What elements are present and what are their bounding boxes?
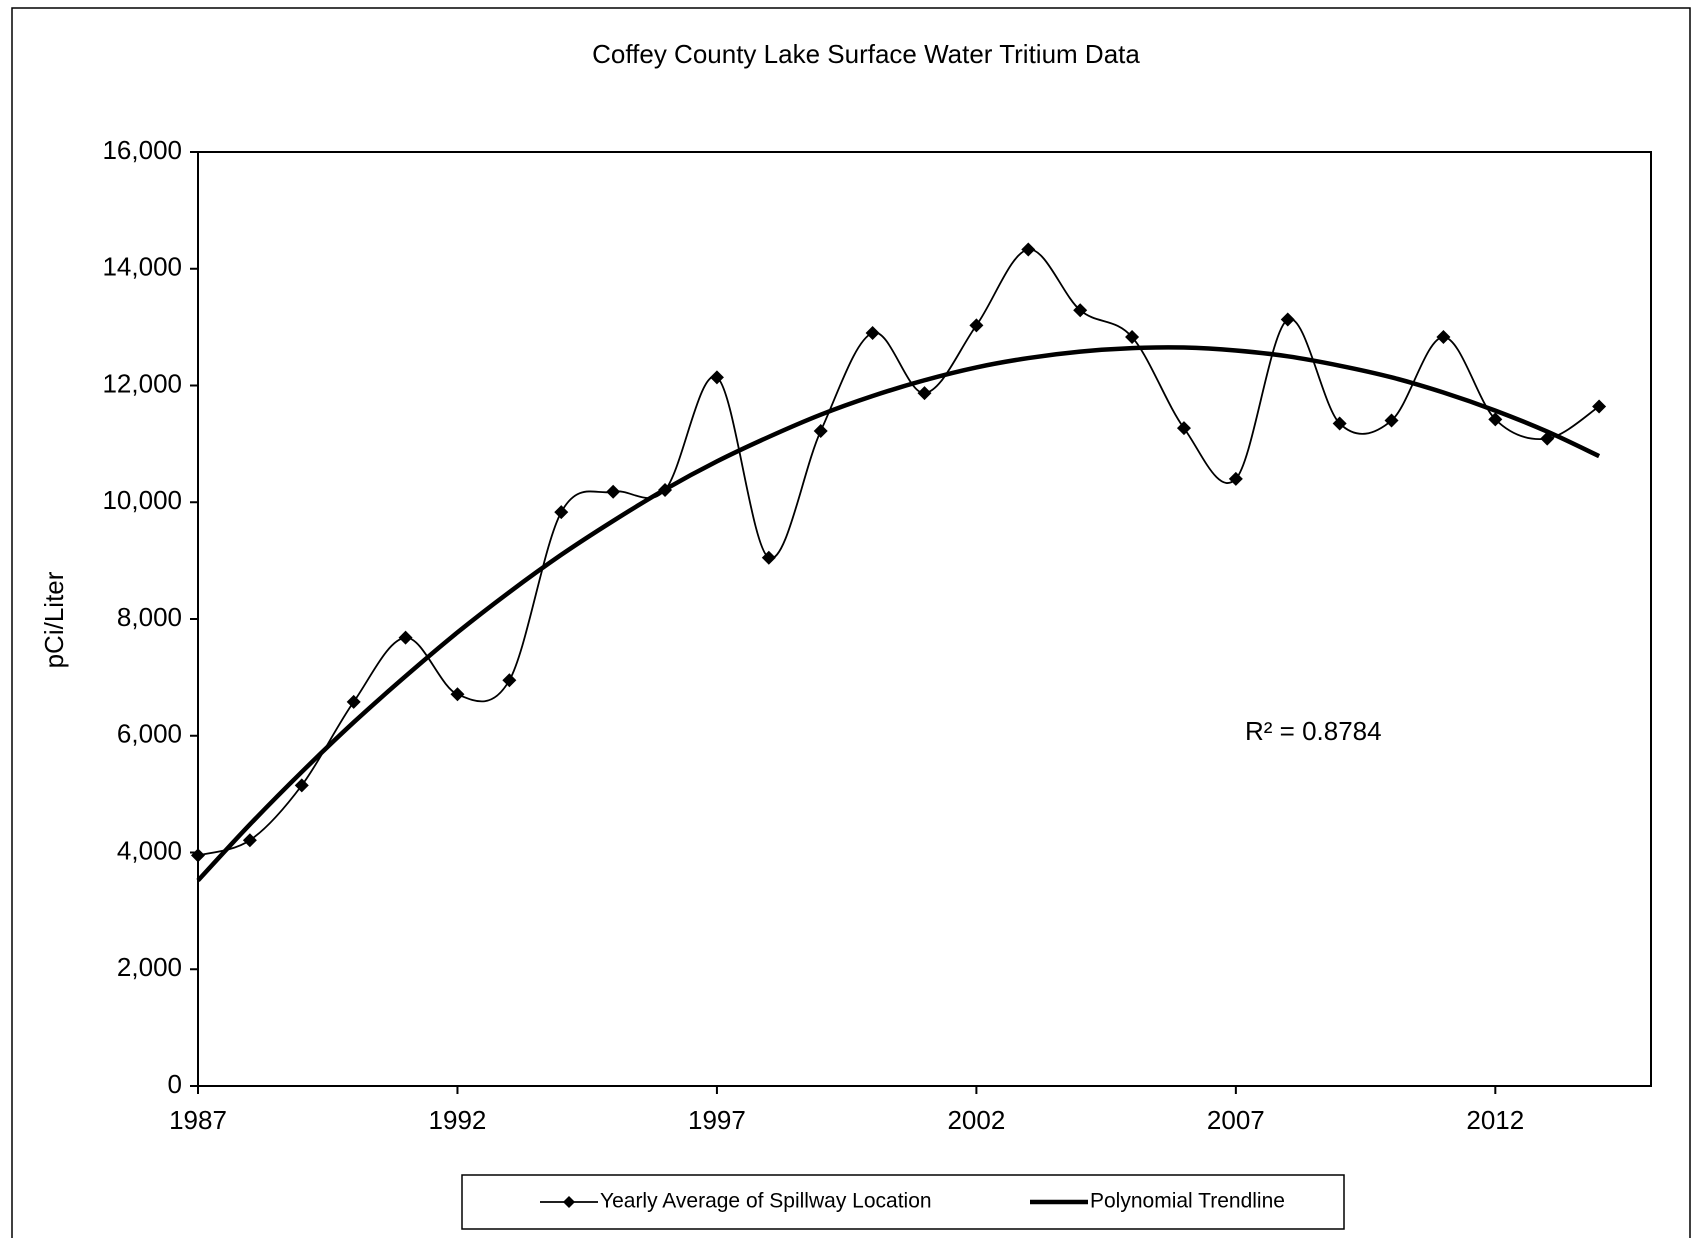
y-tick-label: 4,000: [117, 835, 182, 865]
x-tick-label: 1992: [429, 1105, 487, 1135]
point-marker: [1228, 471, 1243, 486]
chart-border: [11, 7, 1691, 1243]
point-marker: [813, 424, 828, 439]
y-axis-label: pCi/Liter: [39, 571, 69, 668]
point-marker: [1073, 303, 1088, 318]
point-marker: [346, 694, 361, 709]
point-marker: [502, 673, 517, 688]
point-marker: [294, 778, 309, 793]
point-marker: [969, 318, 984, 333]
legend: [461, 1174, 1345, 1230]
y-tick-label: 8,000: [117, 602, 182, 632]
point-marker: [191, 848, 205, 863]
x-tick-label: 2012: [1466, 1105, 1524, 1135]
point-marker: [1384, 413, 1399, 428]
legend-label: Polynomial Trendline: [1090, 1190, 1285, 1213]
point-marker: [606, 484, 621, 499]
point-marker: [450, 687, 465, 702]
chart-title: Coffey County Lake Surface Water Tritium…: [592, 39, 1140, 69]
y-tick-label: 0: [168, 1069, 182, 1099]
legend-label: Yearly Average of Spillway Location: [600, 1190, 932, 1213]
y-tick-label: 6,000: [117, 719, 182, 749]
annotation: R² = 0.8784: [1245, 716, 1382, 746]
x-tick-label: 2002: [947, 1105, 1005, 1135]
point-marker: [1436, 330, 1451, 345]
point-marker: [865, 325, 880, 340]
trendline: [196, 345, 1601, 883]
point-marker: [761, 550, 776, 565]
point-marker: [1176, 421, 1191, 436]
point-marker: [1332, 416, 1347, 431]
point-marker: [709, 370, 724, 385]
legend-marker: [563, 1196, 575, 1208]
x-tick-label: 2007: [1207, 1105, 1265, 1135]
x-tick-label: 1987: [169, 1105, 227, 1135]
y-tick-label: 2,000: [117, 952, 182, 982]
point-marker: [554, 505, 569, 520]
y-tick-label: 12,000: [102, 368, 182, 398]
x-tick-label: 1997: [688, 1105, 746, 1135]
point-marker: [1280, 312, 1295, 327]
y-tick-label: 16,000: [102, 135, 182, 165]
point-marker: [1125, 330, 1140, 345]
point-marker: [1021, 242, 1036, 257]
point-marker: [398, 630, 413, 645]
point-marker: [1592, 399, 1607, 414]
y-tick-label: 10,000: [102, 485, 182, 515]
plot-area: [197, 151, 1652, 1087]
y-tick-label: 14,000: [102, 252, 182, 282]
point-marker: [917, 386, 932, 401]
point-marker: [242, 833, 257, 848]
series-line: [197, 248, 1600, 857]
point-marker: [1488, 412, 1503, 427]
